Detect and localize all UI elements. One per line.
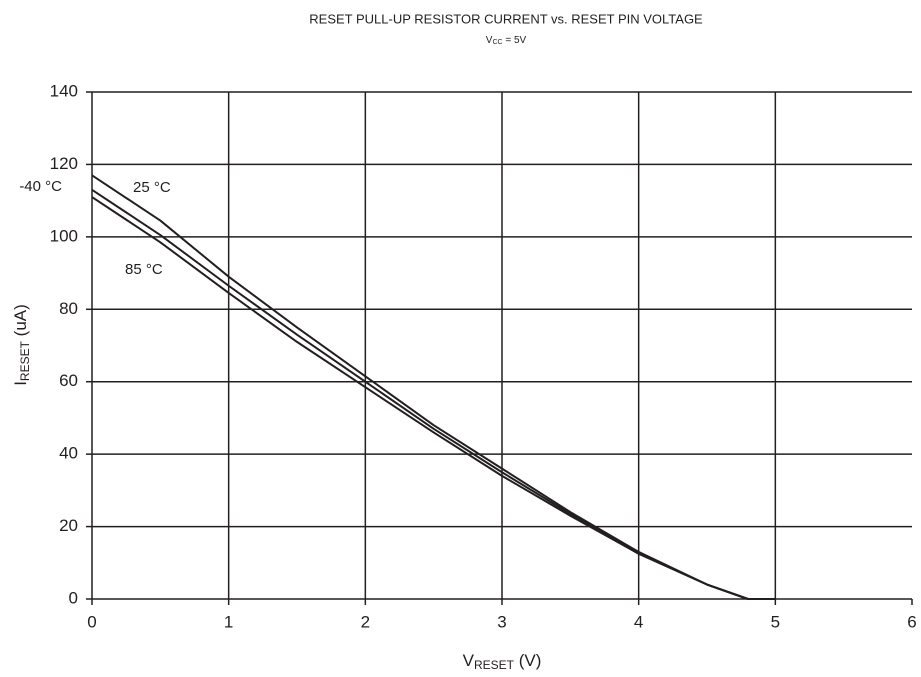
chart-title: RESET PULL-UP RESISTOR CURRENT vs. RESET… — [309, 11, 703, 26]
x-tick-label: 2 — [361, 612, 370, 631]
series-line — [91, 174, 776, 600]
y-tick-label: 100 — [50, 226, 78, 245]
y-tick-label: 0 — [69, 588, 78, 607]
x-tick-label: 5 — [771, 612, 780, 631]
x-label-sub: RESET — [474, 658, 515, 672]
subtitle-main: V — [486, 35, 493, 46]
x-tick-label: 6 — [907, 612, 916, 631]
x-axis-label: VRESET (V) — [463, 651, 542, 672]
x-tick-label: 0 — [87, 612, 96, 631]
series-label: 85 °C — [125, 261, 163, 278]
y-tick-label: 80 — [59, 299, 78, 318]
y-axis-label: IRESET (uA) — [11, 304, 32, 386]
x-tick-label: 1 — [224, 612, 233, 631]
x-label-main: V — [463, 651, 475, 670]
y-label-sub: RESET — [18, 340, 32, 381]
x-label-rest: (V) — [514, 651, 541, 670]
y-label-main: I — [11, 381, 30, 386]
series-label: 25 °C — [133, 179, 171, 196]
y-tick-label: 140 — [50, 81, 78, 100]
series-line — [91, 196, 776, 600]
y-tick-label: 120 — [50, 154, 78, 173]
chart-subtitle: VCC = 5V — [486, 35, 527, 46]
x-tick-label: 3 — [497, 612, 506, 631]
subtitle-sub: CC — [492, 39, 502, 46]
y-tick-label: 60 — [59, 371, 78, 390]
series-line — [91, 188, 776, 600]
series-label: -40 °C — [19, 178, 62, 195]
y-tick-label: 20 — [59, 516, 78, 535]
subtitle-rest: = 5V — [503, 35, 527, 46]
y-label-rest: (uA) — [11, 304, 30, 341]
x-tick-label: 4 — [634, 612, 643, 631]
y-tick-label: 40 — [59, 444, 78, 463]
